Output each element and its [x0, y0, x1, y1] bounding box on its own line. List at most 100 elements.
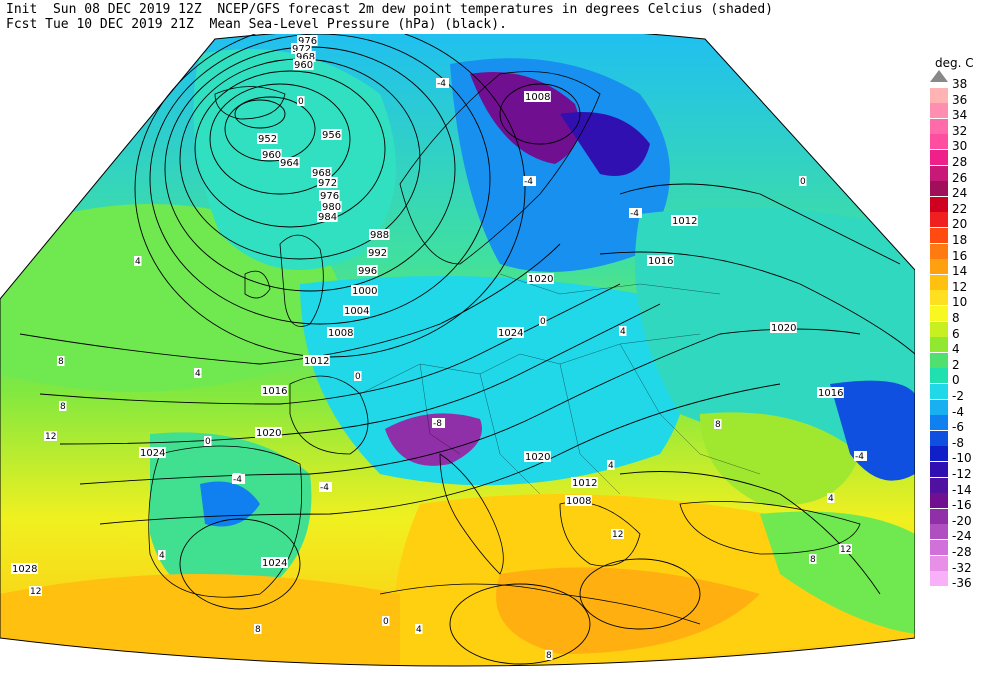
pressure-label-background — [497, 327, 524, 338]
temperature-label-background — [29, 586, 42, 596]
temperature-label: 8 — [810, 555, 816, 565]
temperature-label-background — [415, 624, 423, 634]
legend-label: -14 — [952, 482, 972, 497]
legend-swatch — [930, 415, 948, 431]
header-forecast-line: Fcst Tue 10 DEC 2019 21Z Mean Sea-Level … — [6, 17, 507, 32]
isobar-1008-med — [579, 558, 701, 630]
temperature-label-background — [539, 316, 547, 326]
ukraine-zone — [700, 412, 860, 506]
legend-swatch — [930, 508, 948, 524]
pressure-label: 1024 — [140, 448, 165, 459]
temperature-label-background — [432, 418, 445, 428]
temperature-label: 12 — [840, 545, 851, 555]
isobar-1024-africa — [179, 518, 301, 610]
temperature-label: 8 — [546, 651, 552, 661]
temperature-label-background — [839, 544, 852, 554]
temperature-label-background — [194, 368, 202, 378]
pressure-label: 1000 — [352, 286, 377, 297]
legend-swatch — [930, 352, 948, 368]
legend-swatch — [930, 228, 948, 243]
pressure-label-background — [297, 35, 318, 46]
isobar-1000 — [134, 34, 526, 358]
border-line-2 — [419, 363, 461, 455]
legend-unit: deg. C — [935, 56, 974, 70]
temperature-label: -4 — [437, 79, 446, 89]
temperature-label: -4 — [855, 452, 864, 462]
legend-swatch — [930, 368, 948, 384]
legend-label: 22 — [952, 201, 968, 216]
pressure-label: 1016 — [818, 388, 843, 399]
legend-label: 36 — [952, 92, 968, 107]
temperature-label: 4 — [620, 327, 626, 337]
pressure-label: 1008 — [328, 328, 353, 339]
legend-label: 10 — [952, 295, 968, 310]
temperature-label-background — [607, 460, 615, 470]
turkey-zone — [760, 511, 915, 634]
pressure-label: 1012 — [572, 478, 597, 489]
temperature-label: 0 — [383, 617, 389, 627]
isobar-968-outer — [194, 70, 386, 228]
legend-swatch — [930, 384, 948, 399]
legend-label: -24 — [952, 529, 972, 544]
pressure-label-background — [357, 265, 378, 276]
legend-swatch — [930, 181, 948, 197]
pressure-label-background — [817, 387, 844, 398]
temperature-label: 0 — [800, 177, 806, 187]
temperature-label-background — [619, 326, 627, 336]
pressure-label-background — [261, 149, 282, 160]
legend-label: -28 — [952, 545, 972, 559]
legend-label: -36 — [952, 576, 972, 591]
temperature-label: -8 — [433, 419, 442, 429]
pressure-label-background — [303, 355, 330, 366]
temperature-label-background — [134, 256, 142, 266]
pressure-label-background — [255, 427, 282, 438]
isobar-992 — [149, 34, 491, 325]
iberia-coast — [148, 445, 303, 598]
pressure-label: 956 — [322, 130, 341, 141]
pressure-label: 960 — [294, 60, 313, 71]
pressure-label-background — [369, 229, 390, 240]
temperature-label: 12 — [45, 432, 56, 442]
legend-label: -2 — [952, 389, 964, 403]
border-line-4 — [559, 363, 621, 495]
temperature-label: 0 — [205, 437, 211, 447]
temperature-label: 0 — [355, 372, 361, 382]
pressure-label: 960 — [262, 150, 281, 161]
temperature-label: 8 — [60, 402, 66, 412]
pressure-label-background — [647, 255, 674, 266]
pressure-label-background — [327, 327, 354, 338]
temperature-label-background — [611, 529, 624, 539]
pressure-label: 968 — [312, 168, 331, 179]
isobar-1008-scand — [499, 83, 581, 145]
pressure-label-background — [139, 447, 166, 458]
legend-label: 0 — [952, 373, 960, 388]
pressure-label: 1024 — [262, 558, 287, 569]
isobar-960 — [209, 83, 351, 195]
borders — [359, 273, 761, 495]
temperature-labels: 4 8 12 4 8 0 4 -4 -4 -4 0 -4 -8 0 4 8 12 4 0 -4 4 8 12 0 -4 4 8 12 8… — [29, 78, 867, 661]
temperature-label-background — [854, 451, 867, 461]
temperature-label-background — [44, 431, 57, 441]
pressure-label-background — [295, 51, 316, 62]
legend-label: 8 — [952, 311, 960, 325]
legend-swatch — [930, 321, 948, 337]
legend-label: 38 — [952, 77, 968, 91]
pressure-label: 976 — [298, 36, 317, 47]
pressure-label: 1024 — [498, 328, 523, 339]
legend-swatch — [930, 196, 948, 212]
legend-label: 26 — [952, 170, 968, 185]
pressure-label-background — [261, 385, 288, 396]
border-line-3 — [479, 373, 541, 495]
legend-swatch — [930, 150, 948, 165]
temperature-label: 4 — [159, 551, 165, 561]
temperature-label-background — [297, 96, 305, 106]
legend-label: 20 — [952, 217, 968, 232]
pressure-label-background — [565, 495, 592, 506]
legend-swatch — [930, 165, 948, 181]
black-sea-coast — [679, 501, 861, 555]
pressure-label-background — [261, 557, 288, 568]
temperature-label-background — [254, 624, 262, 634]
temperature-label-background — [827, 493, 835, 503]
temperature-label: 8 — [255, 625, 261, 635]
legend-swatch — [930, 555, 948, 571]
